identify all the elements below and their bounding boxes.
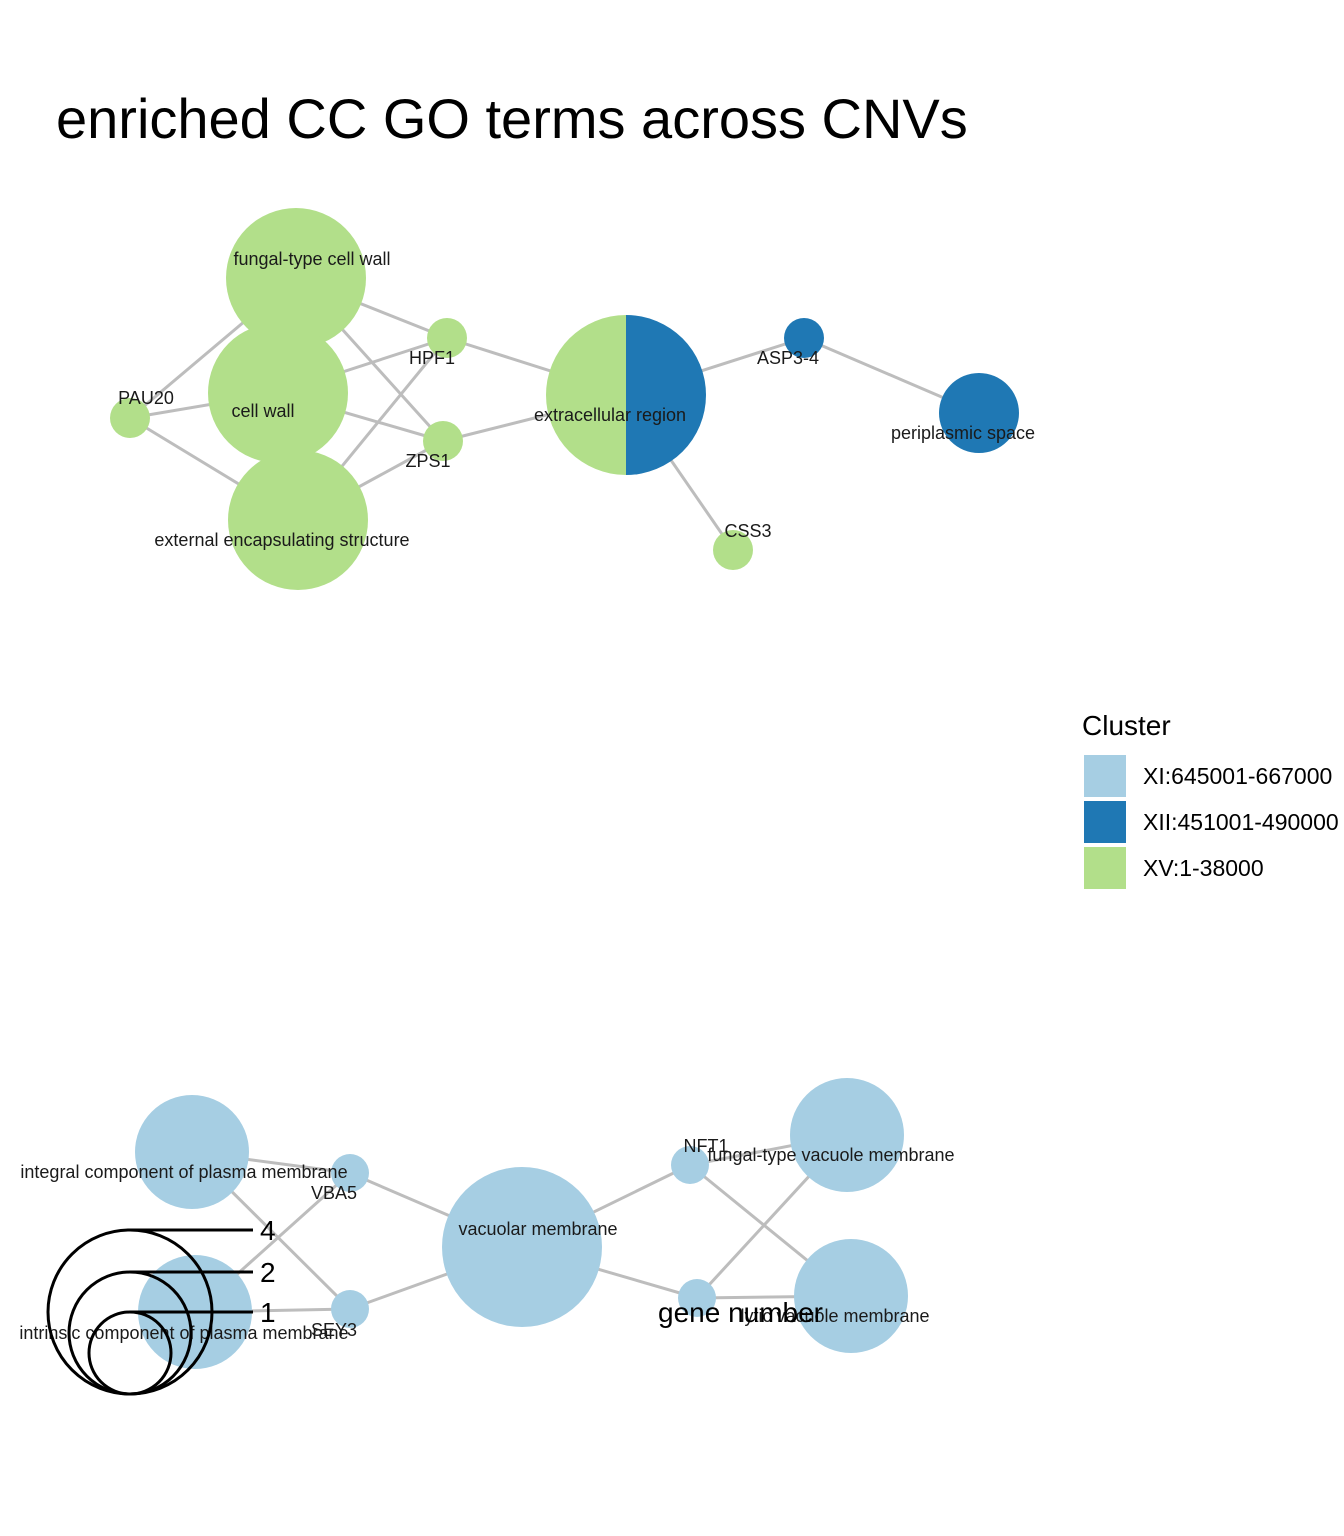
node-label-cell_wall: cell wall (231, 401, 294, 421)
node-label-SEY3: SEY3 (311, 1320, 357, 1340)
legend-label-XII: XII:451001-490000 (1143, 809, 1339, 835)
node-label-HPF1: HPF1 (409, 348, 455, 368)
node-label-lytic_vac: lytic vacuole membrane (740, 1306, 929, 1326)
node-label-NFT1: NFT1 (684, 1136, 729, 1156)
node-XI_gene_2[interactable] (678, 1279, 716, 1317)
node-vacuolar[interactable] (442, 1167, 602, 1327)
node-extracellular-slice-XV (546, 315, 626, 475)
node-label-external_enc: external encapsulating structure (154, 530, 409, 550)
node-CSS3[interactable] (713, 530, 753, 570)
node-NFT1[interactable] (671, 1146, 709, 1184)
node-label-vacuolar: vacuolar membrane (458, 1219, 617, 1239)
node-label-ASP3_4: ASP3-4 (757, 348, 819, 368)
node-ASP3_4[interactable] (784, 318, 824, 358)
node-periplasmic[interactable] (939, 373, 1019, 453)
plot-title: enriched CC GO terms across CNVs (56, 87, 968, 150)
node-lytic_vac[interactable] (794, 1239, 908, 1353)
size-legend-label-2: 2 (260, 1257, 276, 1288)
node-external_enc[interactable] (228, 450, 368, 590)
node-label-intrinsic_pm: intrinsic component of plasma membrane (19, 1323, 348, 1343)
legend-title: Cluster (1082, 710, 1171, 741)
node-PAU20[interactable] (110, 398, 150, 438)
legend-label-XI: XI:645001-667000 (1143, 763, 1332, 789)
size-legend-title: gene number (658, 1297, 823, 1328)
cluster-legend: Cluster XI:645001-667000 XII:451001-49000… (1082, 710, 1339, 889)
size-legend-label-1: 1 (260, 1297, 276, 1328)
node-label-extracellular: extracellular region (534, 405, 686, 425)
node-label-periplasmic: periplasmic space (891, 423, 1035, 443)
legend-swatch-XV (1084, 847, 1126, 889)
node-label-fungal_cell_wall: fungal-type cell wall (233, 249, 390, 269)
node-layer (110, 208, 1019, 1369)
node-HPF1[interactable] (427, 318, 467, 358)
node-fungal_cell_wall[interactable] (226, 208, 366, 348)
node-VBA5[interactable] (331, 1154, 369, 1192)
node-ZPS1[interactable] (423, 421, 463, 461)
node-label-integral_pm: integral component of plasma membrane (20, 1162, 347, 1182)
node-label-CSS3: CSS3 (724, 521, 771, 541)
legend-label-XV: XV:1-38000 (1143, 855, 1264, 881)
node-fungal_vac[interactable] (790, 1078, 904, 1192)
size-legend: 4 2 1 gene number (46, 1215, 823, 1396)
node-SEY3[interactable] (331, 1290, 369, 1328)
node-extracellular-slice-XII (626, 315, 706, 475)
legend-swatch-XI (1084, 755, 1126, 797)
node-cell_wall[interactable] (208, 323, 348, 463)
size-legend-label-4: 4 (260, 1215, 276, 1246)
node-label-VBA5: VBA5 (311, 1183, 357, 1203)
node-label-PAU20: PAU20 (118, 388, 174, 408)
node-integral_pm[interactable] (135, 1095, 249, 1209)
node-label-fungal_vac: fungal-type vacuole membrane (707, 1145, 954, 1165)
node-label-ZPS1: ZPS1 (405, 451, 450, 471)
node-extracellular[interactable] (546, 315, 706, 475)
legend-swatch-XII (1084, 801, 1126, 843)
label-layer: fungal-type cell wall cell wall external e… (19, 249, 1035, 1343)
